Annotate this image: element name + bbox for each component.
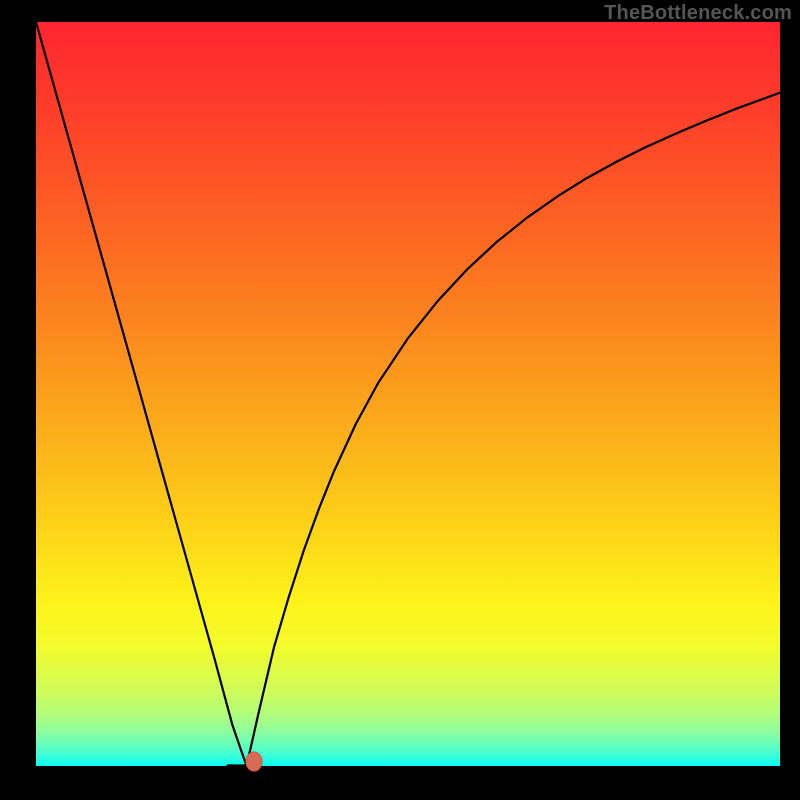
chart-container: TheBottleneck.com: [0, 0, 800, 800]
optimal-point-marker: [246, 752, 262, 771]
watermark-text: TheBottleneck.com: [604, 2, 792, 25]
bottleneck-chart: [0, 0, 800, 800]
plot-background: [36, 22, 780, 766]
